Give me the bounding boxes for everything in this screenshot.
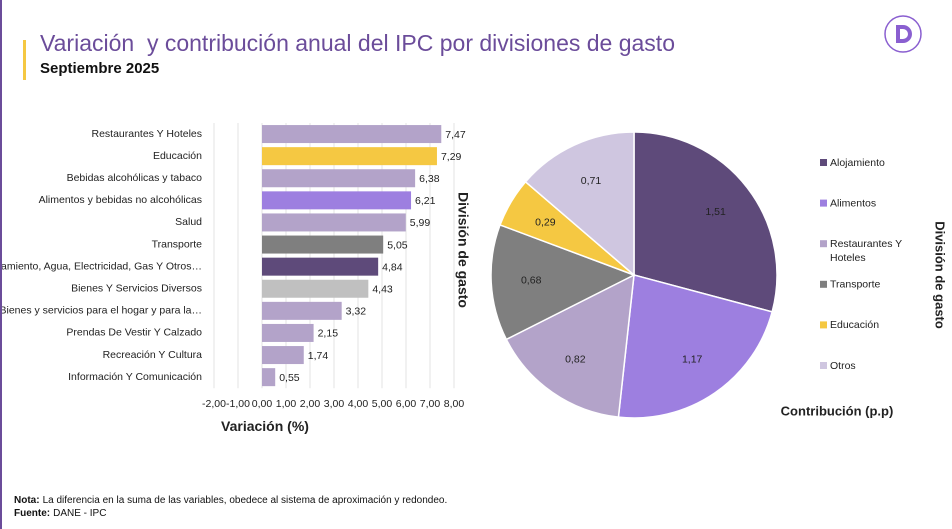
slice-value-label: 1,51 <box>705 206 726 218</box>
legend-swatch <box>820 159 827 166</box>
y-tick-label: Restaurantes Y Hoteles <box>91 128 202 140</box>
bar-value-label: 4,84 <box>382 261 403 273</box>
bar-value-label: 7,47 <box>445 129 466 141</box>
bar <box>262 191 412 210</box>
legend-label: Educación <box>830 319 879 331</box>
bar <box>262 279 369 298</box>
legend-label: Restaurantes Y Hoteles <box>830 238 902 264</box>
y-tick-label: Bienes Y Servicios Diversos <box>71 283 202 295</box>
logo <box>884 15 922 53</box>
y-tick-label: Información Y Comunicación <box>68 371 202 383</box>
bar-value-label: 0,55 <box>279 372 300 384</box>
slice-value-label: 0,68 <box>521 274 542 286</box>
y-tick-label: Alojamiento, Agua, Electricidad, Gas Y O… <box>2 260 202 272</box>
legend-label: Alimentos <box>830 197 876 209</box>
bar-value-label: 7,29 <box>441 151 462 163</box>
legend-title: División de gasto <box>933 221 948 329</box>
x-tick-label: -2,00 <box>202 398 226 410</box>
bar-value-label: 5,99 <box>410 217 431 229</box>
bar <box>262 213 406 232</box>
y-tick-label: Bienes y servicios para el hogar y para … <box>2 305 202 317</box>
note-line: Fuente: DANE - IPC <box>14 507 447 520</box>
bar <box>262 301 342 320</box>
slice-value-label: 0,82 <box>565 353 586 365</box>
pie-title: Contribución (p.p) <box>781 403 894 418</box>
bar <box>262 169 416 188</box>
legend-swatch <box>820 240 827 248</box>
bar-value-label: 4,43 <box>372 284 393 296</box>
note-line: Nota: La diferencia en la suma de las var… <box>14 494 447 507</box>
legend-swatch <box>820 362 827 369</box>
y-axis-label: División de gasto <box>455 192 471 308</box>
pie-slice <box>490 223 636 341</box>
page-subtitle: Septiembre 2025 <box>40 60 160 77</box>
y-tick-label: Alimentos y bebidas no alcohólicas <box>39 194 202 206</box>
x-tick-label: 2,00 <box>300 398 321 410</box>
bar <box>262 346 304 365</box>
x-tick-label: 4,00 <box>348 398 369 410</box>
note-text: La diferencia en la suma de las variable… <box>42 495 448 506</box>
bar-value-label: 5,05 <box>387 239 408 251</box>
note-label: Fuente: <box>14 508 51 519</box>
pie-slice <box>633 131 778 313</box>
y-tick-label: Bebidas alcohólicas y tabaco <box>67 172 203 184</box>
legend-swatch <box>820 280 827 288</box>
x-tick-label: 6,00 <box>396 398 417 410</box>
y-tick-label: Prendas De Vestir Y Calzado <box>66 327 202 339</box>
x-tick-label: -1,00 <box>226 398 250 410</box>
x-tick-label: 8,00 <box>444 398 465 410</box>
bar-value-label: 6,38 <box>419 173 440 185</box>
pie-slice <box>617 274 774 419</box>
legend-label: Otros <box>830 360 856 372</box>
slice-value-label: 0,29 <box>535 216 556 228</box>
accent-bar <box>23 40 26 80</box>
notes: Nota: La diferencia en la suma de las var… <box>14 494 447 520</box>
bar <box>262 125 442 144</box>
note-text: DANE - IPC <box>53 508 107 519</box>
bar-value-label: 1,74 <box>308 350 329 362</box>
legend-swatch <box>820 199 827 207</box>
bar <box>262 323 314 342</box>
note-label: Nota: <box>14 495 40 506</box>
x-tick-label: 3,00 <box>324 398 345 410</box>
slice-value-label: 0,71 <box>581 175 602 187</box>
x-axis-label: Variación (%) <box>221 418 309 434</box>
slice-value-label: 1,17 <box>682 354 703 366</box>
x-tick-label: 1,00 <box>276 398 297 410</box>
page-title: Variación y contribución anual del IPC p… <box>40 30 675 56</box>
y-tick-label: Educación <box>153 150 202 162</box>
legend-label-line: Hoteles <box>830 252 866 264</box>
pie-slice <box>524 131 635 277</box>
bar <box>262 257 379 276</box>
bar <box>262 147 437 166</box>
x-tick-label: 7,00 <box>420 398 441 410</box>
bar-value-label: 2,15 <box>318 328 339 340</box>
legend-label: Alojamiento <box>830 157 885 169</box>
pie-slice <box>505 273 635 418</box>
x-tick-label: 0,00 <box>252 398 273 410</box>
bar <box>262 368 276 387</box>
bar <box>262 235 384 254</box>
charts: -2,00 -1,00 0,00 1,00 2,00 3,00 4,00 5,00 6,00 7,… <box>2 123 948 434</box>
x-tick-label: 5,00 <box>372 398 393 410</box>
legend-label-line: Restaurantes Y <box>830 238 902 250</box>
legend-label: Transporte <box>830 279 881 291</box>
y-tick-label: Transporte <box>152 238 203 250</box>
y-tick-label: Recreación Y Cultura <box>103 349 203 361</box>
y-tick-label: Salud <box>175 216 202 228</box>
bar-value-label: 3,32 <box>346 306 367 318</box>
bar-value-label: 6,21 <box>415 195 436 207</box>
legend-swatch <box>820 321 827 329</box>
